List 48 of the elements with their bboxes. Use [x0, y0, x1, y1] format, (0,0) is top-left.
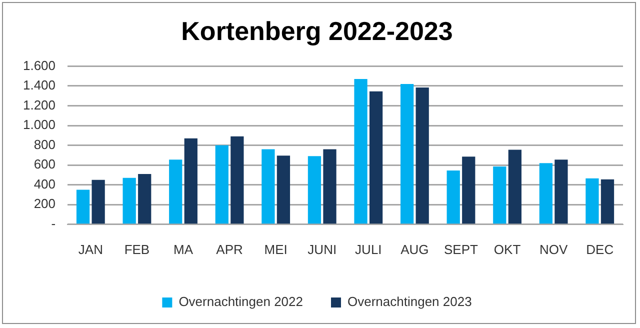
- chart-title: Kortenberg 2022-2023: [181, 16, 453, 46]
- y-tick-label: 200: [34, 196, 56, 212]
- bar: [446, 170, 460, 224]
- bar: [354, 79, 368, 224]
- bar: [92, 180, 105, 224]
- x-tick-label: APR: [216, 242, 243, 257]
- bar: [138, 174, 152, 224]
- x-tick-label: OKT: [494, 242, 521, 257]
- x-tick-label: JAN: [78, 242, 103, 257]
- bar: [586, 178, 599, 224]
- bar: [323, 149, 336, 224]
- bar: [600, 179, 614, 224]
- bar: [262, 149, 275, 224]
- bar: [462, 156, 476, 224]
- bar: [215, 145, 228, 224]
- y-tick-label: -: [51, 216, 56, 231]
- y-tick-label: 400: [34, 176, 56, 192]
- bar: [308, 156, 322, 224]
- legend-label: Overnachtingen 2022: [178, 294, 303, 310]
- x-tick-label: FEB: [124, 242, 150, 257]
- bar: [539, 163, 552, 224]
- bar: [493, 166, 506, 224]
- bar: [369, 91, 383, 224]
- x-tick-label: DEC: [586, 242, 614, 257]
- y-tick-label: 1.400: [22, 78, 56, 93]
- y-tick-label: 1.600: [22, 58, 56, 73]
- y-tick-label: 1.200: [22, 97, 56, 112]
- bar: [76, 190, 90, 224]
- bar: [416, 87, 429, 224]
- bar: [508, 150, 522, 224]
- x-tick-label: AUG: [400, 242, 429, 257]
- y-tick-label: 800: [34, 136, 56, 152]
- x-tick-label: MA: [174, 242, 194, 257]
- bar: [400, 84, 414, 224]
- x-tick-label: SEPT: [444, 242, 478, 257]
- bar: [169, 160, 182, 224]
- x-tick-label: NOV: [539, 242, 568, 257]
- x-tick-label: MEI: [264, 242, 288, 257]
- bar: [276, 156, 290, 224]
- bar: [122, 178, 136, 224]
- y-tick-label: 600: [34, 156, 56, 172]
- bar: [184, 138, 198, 224]
- bar: [554, 160, 568, 224]
- x-tick-label: JULI: [355, 242, 382, 257]
- y-tick-label: 1.000: [22, 117, 56, 132]
- legend-label: Overnachtingen 2023: [348, 294, 472, 310]
- x-tick-label: JUNI: [308, 242, 337, 257]
- bar: [230, 136, 244, 224]
